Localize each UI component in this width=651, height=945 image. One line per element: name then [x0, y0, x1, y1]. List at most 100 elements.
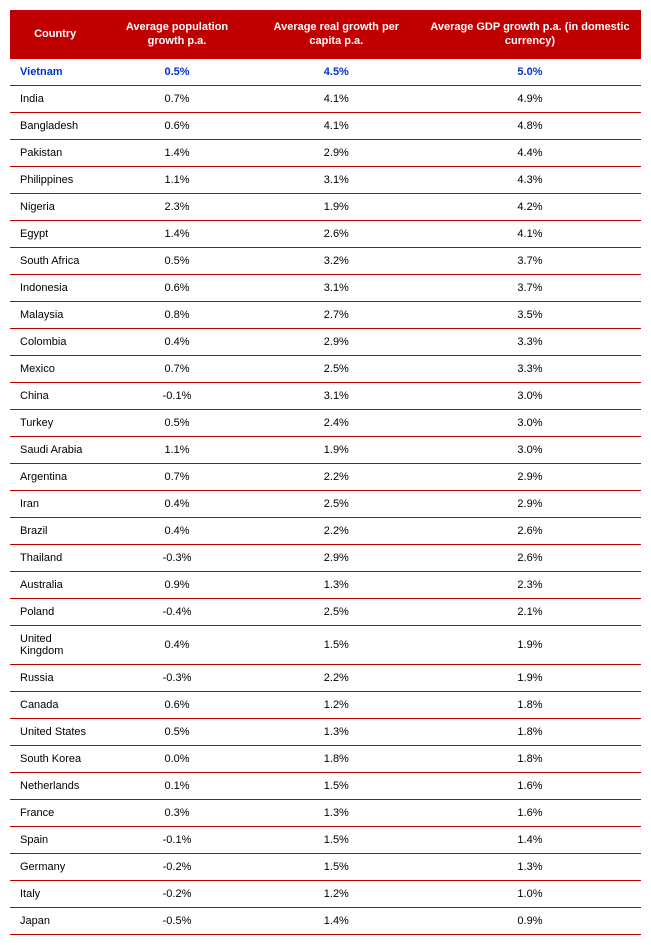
cell-country: France [10, 799, 100, 826]
cell-gdp: 5.0% [419, 59, 641, 86]
cell-real: 1.2% [254, 880, 419, 907]
cell-gdp: 3.7% [419, 247, 641, 274]
cell-pop: 0.4% [100, 625, 253, 664]
cell-real: 1.3% [254, 799, 419, 826]
table-row: Netherlands0.1%1.5%1.6% [10, 772, 641, 799]
cell-country: United States [10, 718, 100, 745]
cell-country: Nigeria [10, 193, 100, 220]
cell-real: 2.9% [254, 328, 419, 355]
table-row: Thailand-0.3%2.9%2.6% [10, 544, 641, 571]
cell-pop: 0.4% [100, 328, 253, 355]
table-row: Russia-0.3%2.2%1.9% [10, 664, 641, 691]
cell-gdp: 1.9% [419, 664, 641, 691]
table-row: India0.7%4.1%4.9% [10, 85, 641, 112]
cell-country: Russia [10, 664, 100, 691]
table-row: Colombia0.4%2.9%3.3% [10, 328, 641, 355]
cell-country: United Kingdom [10, 625, 100, 664]
cell-real: 2.2% [254, 664, 419, 691]
cell-pop: 1.4% [100, 139, 253, 166]
cell-pop: 1.4% [100, 220, 253, 247]
cell-real: 2.7% [254, 301, 419, 328]
cell-real: 1.5% [254, 625, 419, 664]
cell-country: Canada [10, 691, 100, 718]
table-row: Australia0.9%1.3%2.3% [10, 571, 641, 598]
cell-gdp: 2.9% [419, 463, 641, 490]
cell-gdp: 1.4% [419, 826, 641, 853]
cell-pop: 1.1% [100, 436, 253, 463]
cell-pop: -0.4% [100, 598, 253, 625]
cell-country: Indonesia [10, 274, 100, 301]
col-header-pop: Average population growth p.a. [100, 10, 253, 59]
cell-real: 2.2% [254, 517, 419, 544]
cell-real: 2.4% [254, 409, 419, 436]
table-row: United States0.5%1.3%1.8% [10, 718, 641, 745]
cell-country: Germany [10, 853, 100, 880]
cell-country: Iran [10, 490, 100, 517]
table-row: Nigeria2.3%1.9%4.2% [10, 193, 641, 220]
cell-pop: 0.5% [100, 247, 253, 274]
cell-gdp: 1.9% [419, 625, 641, 664]
cell-country: Turkey [10, 409, 100, 436]
table-row: Egypt1.4%2.6%4.1% [10, 220, 641, 247]
cell-country: Bangladesh [10, 112, 100, 139]
cell-real: 3.1% [254, 382, 419, 409]
cell-real: 2.5% [254, 598, 419, 625]
cell-pop: 0.4% [100, 490, 253, 517]
cell-gdp: 1.6% [419, 772, 641, 799]
cell-country: Argentina [10, 463, 100, 490]
table-row: Mexico0.7%2.5%3.3% [10, 355, 641, 382]
cell-gdp: 4.2% [419, 193, 641, 220]
cell-real: 4.1% [254, 112, 419, 139]
cell-country: Colombia [10, 328, 100, 355]
cell-real: 3.1% [254, 274, 419, 301]
table-row: South Korea0.0%1.8%1.8% [10, 745, 641, 772]
cell-country: Thailand [10, 544, 100, 571]
cell-country: Spain [10, 826, 100, 853]
cell-real: 1.5% [254, 853, 419, 880]
cell-gdp: 4.4% [419, 139, 641, 166]
cell-country: India [10, 85, 100, 112]
cell-real: 1.5% [254, 772, 419, 799]
cell-country: South Africa [10, 247, 100, 274]
cell-country: China [10, 382, 100, 409]
cell-pop: 0.5% [100, 409, 253, 436]
col-header-gdp: Average GDP growth p.a. (in domestic cur… [419, 10, 641, 59]
cell-real: 1.3% [254, 571, 419, 598]
cell-pop: 0.5% [100, 59, 253, 86]
col-header-country: Country [10, 10, 100, 59]
cell-real: 1.5% [254, 826, 419, 853]
cell-gdp: 4.1% [419, 220, 641, 247]
table-row: France0.3%1.3%1.6% [10, 799, 641, 826]
cell-real: 4.1% [254, 85, 419, 112]
cell-pop: 0.9% [100, 571, 253, 598]
cell-country: Mexico [10, 355, 100, 382]
cell-gdp: 1.6% [419, 799, 641, 826]
cell-pop: 2.3% [100, 193, 253, 220]
cell-gdp: 3.3% [419, 328, 641, 355]
table-row: Indonesia0.6%3.1%3.7% [10, 274, 641, 301]
cell-real: 2.9% [254, 139, 419, 166]
cell-country: Brazil [10, 517, 100, 544]
cell-country: Netherlands [10, 772, 100, 799]
cell-gdp: 3.0% [419, 409, 641, 436]
cell-gdp: 3.0% [419, 382, 641, 409]
table-row: Canada0.6%1.2%1.8% [10, 691, 641, 718]
cell-gdp: 1.8% [419, 691, 641, 718]
cell-country: Malaysia [10, 301, 100, 328]
cell-country: Pakistan [10, 139, 100, 166]
cell-real: 3.2% [254, 247, 419, 274]
cell-country: Poland [10, 598, 100, 625]
cell-country: Vietnam [10, 59, 100, 86]
cell-country: Saudi Arabia [10, 436, 100, 463]
cell-pop: 0.6% [100, 274, 253, 301]
table-row: South Africa0.5%3.2%3.7% [10, 247, 641, 274]
table-row: Pakistan1.4%2.9%4.4% [10, 139, 641, 166]
cell-pop: 0.7% [100, 355, 253, 382]
cell-gdp: 4.8% [419, 112, 641, 139]
cell-real: 4.5% [254, 59, 419, 86]
table-row: Germany-0.2%1.5%1.3% [10, 853, 641, 880]
cell-pop: 0.8% [100, 301, 253, 328]
table-row: Turkey0.5%2.4%3.0% [10, 409, 641, 436]
cell-real: 2.5% [254, 490, 419, 517]
cell-gdp: 3.3% [419, 355, 641, 382]
